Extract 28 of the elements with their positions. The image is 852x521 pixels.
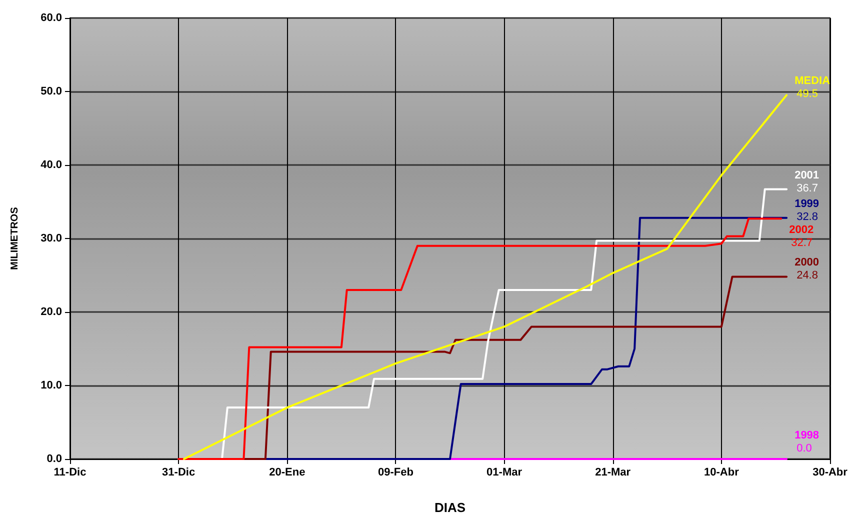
y-axis-title: MILIMETROS — [10, 206, 20, 270]
x-tick-label: 21-Mar — [595, 466, 632, 478]
y-tick-label: 50.0 — [40, 86, 62, 98]
series-label: 2002 — [789, 224, 814, 236]
y-tick-label: 0.0 — [46, 453, 62, 465]
x-tick-label: 01-Mar — [486, 466, 523, 478]
x-tick-label: 30-Abr — [812, 466, 848, 478]
data-label: 36.7 — [796, 182, 818, 194]
x-tick-label: 09-Feb — [378, 466, 414, 478]
y-tick-label: 30.0 — [40, 232, 62, 244]
x-tick-label: 11-Dic — [54, 466, 86, 478]
y-tick-label: 60.0 — [40, 12, 62, 24]
x-tick-label: 31-Dic — [162, 466, 196, 478]
series-label: 2000 — [794, 256, 820, 269]
series-label: 2001 — [794, 169, 820, 182]
data-label: 32.8 — [796, 210, 818, 223]
x-tick-label: 10-Abr — [704, 466, 740, 478]
data-label: 24.8 — [796, 270, 818, 282]
data-label: 0.0 — [796, 442, 812, 454]
data-label: 32.7 — [791, 236, 813, 249]
x-tick-label: 20-Ene — [269, 466, 306, 478]
series-label: 1999 — [794, 198, 820, 210]
y-tick-label: 20.0 — [40, 306, 62, 318]
series-label: 1998 — [794, 430, 820, 442]
x-axis-title: DIAS — [434, 500, 466, 515]
y-tick-label: 10.0 — [40, 380, 62, 392]
line-series — [183, 94, 788, 460]
y-tick-label: 40.0 — [40, 159, 62, 171]
